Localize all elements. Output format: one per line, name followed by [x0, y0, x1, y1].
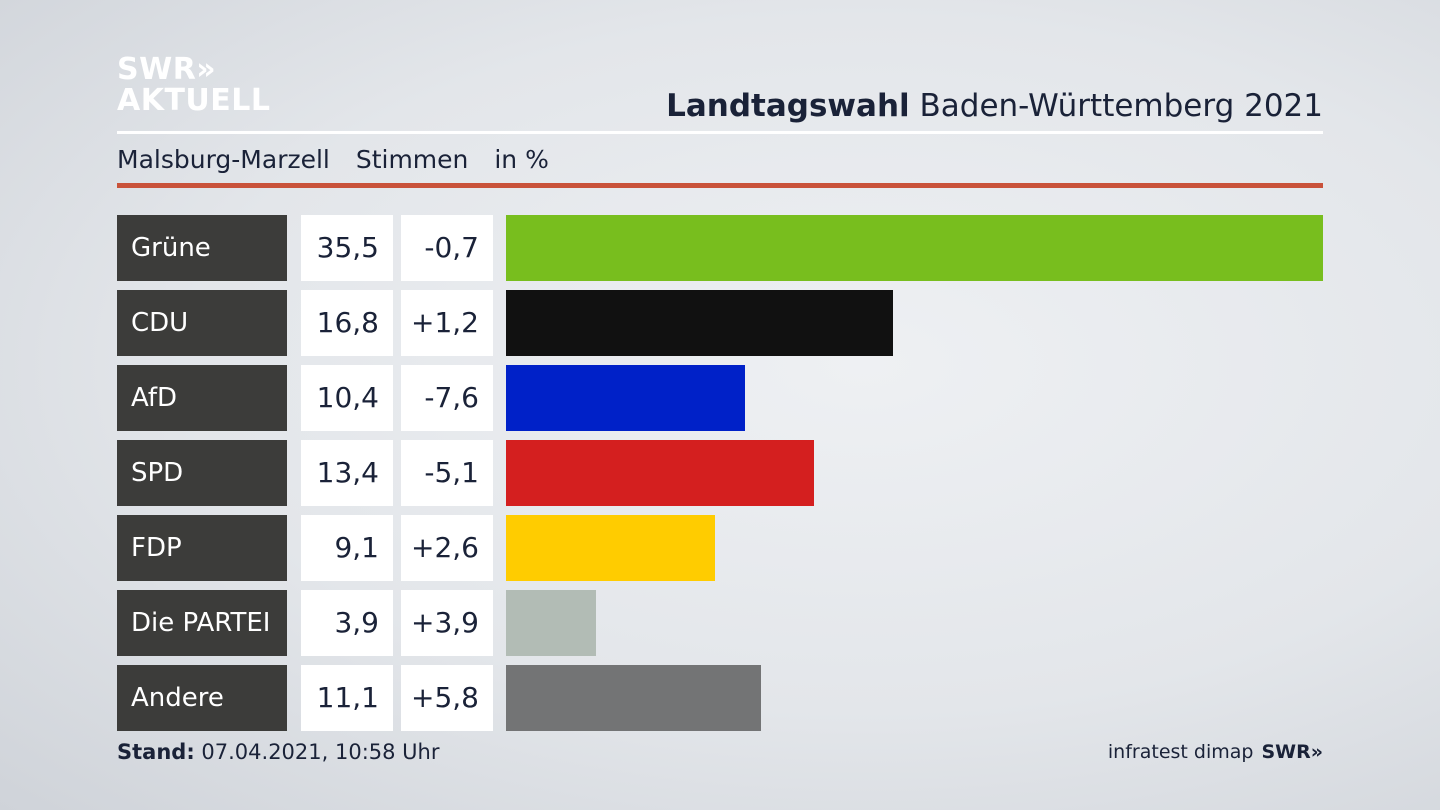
party-name: Die PARTEI — [117, 590, 287, 656]
chart-subtitle: Malsburg-Marzell Stimmen in % — [117, 145, 567, 174]
source-label: infratest dimap — [1107, 741, 1254, 763]
party-name: SPD — [117, 440, 287, 506]
vote-share-label: 13,4 — [301, 440, 393, 506]
change-label: +5,8 — [401, 665, 493, 731]
party-name: Andere — [117, 665, 287, 731]
page-title: Landtagswahl Baden-Württemberg 2021 — [666, 88, 1323, 124]
bar-spd — [506, 440, 814, 506]
change-label: +1,2 — [401, 290, 493, 356]
stand-value: 07.04.2021, 10:58 Uhr — [194, 740, 440, 764]
change-label: -7,6 — [401, 365, 493, 431]
bar-gr-ne — [506, 215, 1323, 281]
result-row: AfD 10,4 -7,6 — [117, 365, 1323, 431]
bar-andere — [506, 665, 761, 731]
logo-line1: SWR» — [117, 52, 217, 87]
title-bold: Landtagswahl — [666, 88, 910, 124]
logo-line2: AKTUELL — [117, 83, 271, 118]
bar-cdu — [506, 290, 893, 356]
measure-label: Stimmen — [355, 145, 469, 174]
result-row: SPD 13,4 -5,1 — [117, 440, 1323, 506]
change-label: +2,6 — [401, 515, 493, 581]
swr-footer-logo: SWR» — [1261, 741, 1323, 763]
bar-afd — [506, 365, 745, 431]
vote-share-label: 35,5 — [301, 215, 393, 281]
result-row: Grüne 35,5 -0,7 — [117, 215, 1323, 281]
source-credit: infratest dimap SWR» — [1108, 741, 1323, 763]
vote-share-label: 10,4 — [301, 365, 393, 431]
result-row: Die PARTEI 3,9 +3,9 — [117, 590, 1323, 656]
vote-share-label: 16,8 — [301, 290, 393, 356]
party-name: AfD — [117, 365, 287, 431]
accent-divider — [117, 183, 1323, 188]
party-name: Grüne — [117, 215, 287, 281]
vote-share-label: 3,9 — [301, 590, 393, 656]
swr-aktuell-logo: SWR» AKTUELL — [117, 54, 271, 116]
location-label: Malsburg-Marzell — [117, 145, 330, 174]
result-row: Andere 11,1 +5,8 — [117, 665, 1323, 731]
party-name: FDP — [117, 515, 287, 581]
timestamp: Stand: 07.04.2021, 10:58 Uhr — [117, 740, 440, 764]
bar-fdp — [506, 515, 715, 581]
change-label: +3,9 — [401, 590, 493, 656]
vote-share-label: 11,1 — [301, 665, 393, 731]
stand-label: Stand: — [117, 740, 195, 764]
result-row: FDP 9,1 +2,6 — [117, 515, 1323, 581]
title-rest: Baden-Württemberg 2021 — [909, 88, 1324, 124]
header-divider — [117, 131, 1323, 134]
result-row: CDU 16,8 +1,2 — [117, 290, 1323, 356]
vote-share-label: 9,1 — [301, 515, 393, 581]
unit-label: in % — [494, 145, 549, 174]
bar-die-partei — [506, 590, 596, 656]
change-label: -0,7 — [401, 215, 493, 281]
change-label: -5,1 — [401, 440, 493, 506]
party-name: CDU — [117, 290, 287, 356]
